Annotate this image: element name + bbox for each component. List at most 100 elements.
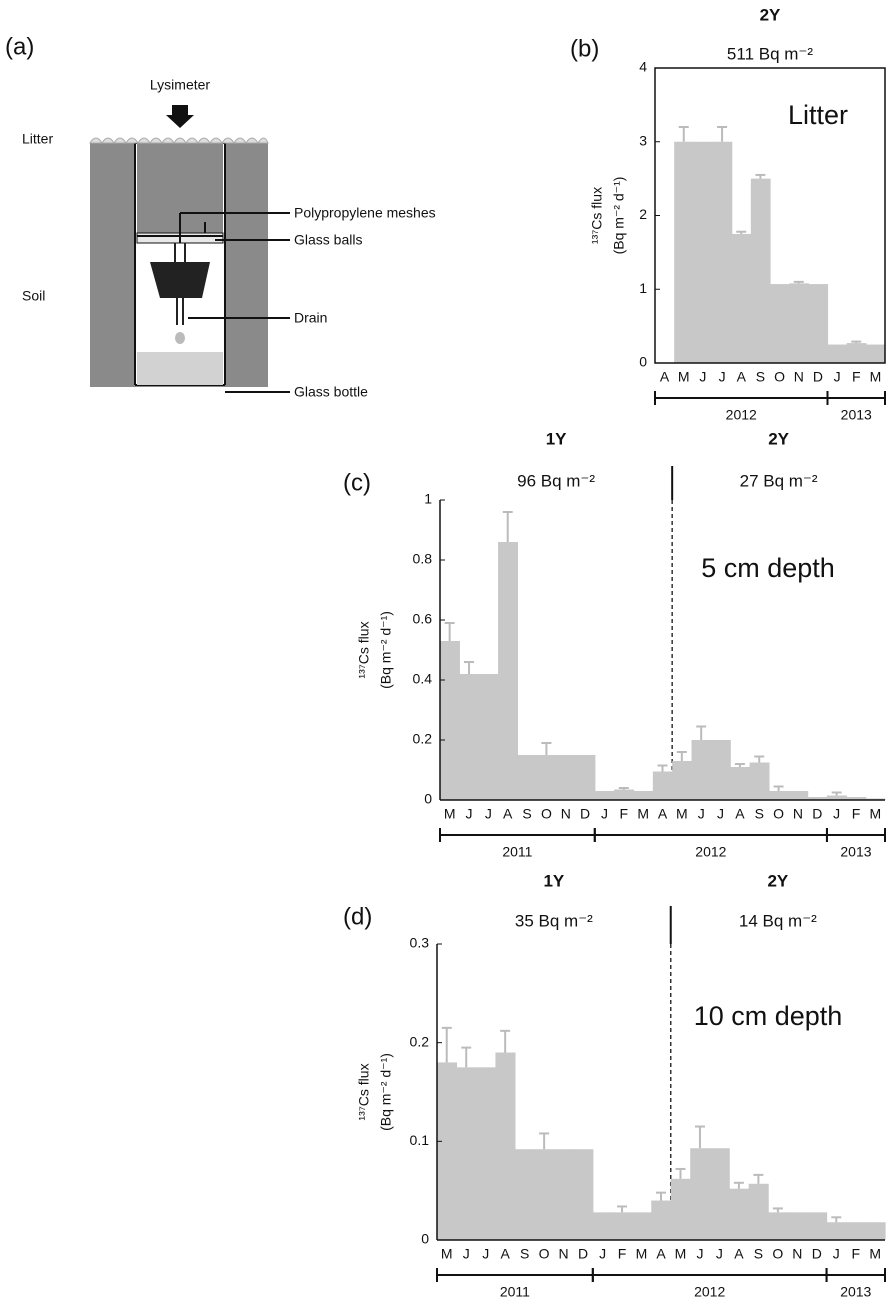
x-tick-label: N [559,1246,569,1262]
bar [827,344,848,363]
x-tick-label: M [869,1246,881,1262]
axes-frame [654,67,886,364]
y-tick-label: 4 [639,59,647,75]
year-label: 2013 [841,407,872,423]
period-subtitle: 27 Bq m⁻² [740,471,818,490]
bar [865,1222,886,1240]
error-bar [656,1191,666,1201]
error-bar [753,1173,764,1184]
annotation: 5 cm depth [701,553,835,583]
x-tick-label: S [755,806,764,822]
year-label: 2011 [502,844,532,860]
bar [770,284,790,363]
y-axis-label: ¹³⁷Cs flux [356,1063,372,1120]
error-bar [717,126,728,142]
bar [691,740,712,800]
error-bar [676,751,687,761]
x-tick-label: A [658,806,668,822]
error-bar [733,1181,744,1189]
x-tick-label: M [441,1246,453,1262]
bar [633,791,654,800]
bar [729,1188,750,1240]
x-tick-label: D [812,1246,822,1262]
error-bar [539,1132,550,1150]
period-title: 2Y [768,429,789,448]
bar [437,1062,458,1240]
bar [826,795,847,800]
bar [495,1052,516,1240]
x-tick-label: D [812,806,822,822]
x-tick-label: J [834,369,841,385]
period-subtitle: 96 Bq m⁻² [517,471,595,490]
error-bar [541,742,552,755]
bar [674,141,694,363]
year-label: 2013 [840,844,871,860]
bar [846,797,867,800]
x-tick-label: N [561,806,571,822]
bar [750,178,771,363]
bar [807,1212,828,1240]
x-tick-label: F [620,806,629,822]
bar [652,771,673,800]
bar [612,1212,633,1240]
x-tick-label: J [716,1246,723,1262]
panel-label: (c) [343,469,371,496]
y-tick-label: 0.2 [410,1033,430,1049]
soil-left [90,143,135,387]
error-bar [464,661,475,674]
label: Glass balls [294,232,362,248]
bar [789,283,809,363]
x-tick-label: D [578,1246,588,1262]
bar [556,755,577,800]
y-axis-label: (Bq m⁻² d⁻¹) [378,1053,394,1131]
error-bar [734,763,745,767]
error-bar [461,1046,472,1068]
x-tick-label: N [794,369,804,385]
x-tick-label: O [773,806,784,822]
error-bar [444,622,455,641]
label: Drain [294,310,327,326]
error-bar [696,725,707,740]
bar [865,344,886,363]
panel-label: (a) [5,33,34,60]
error-bar [773,785,784,791]
error-bar [675,1167,686,1179]
y-tick-label: 0.3 [410,935,430,951]
bar [592,1212,613,1240]
bar [807,797,828,800]
error-bar [755,173,766,179]
error-bar [502,511,513,542]
error-bar [618,787,629,790]
x-tick-label: J [696,1246,703,1262]
bar [614,789,635,800]
x-tick-label: J [833,1246,840,1262]
x-tick-label: A [737,369,747,385]
year-label: 2012 [726,407,757,423]
x-tick-label: J [482,1246,489,1262]
year-label: 2012 [694,1284,725,1300]
x-tick-label: M [870,369,882,385]
panel-label: (b) [570,35,599,62]
x-tick-label: M [444,806,456,822]
lysimeter-arrow [166,105,194,128]
bar [846,343,867,363]
error-bar [694,1125,705,1149]
x-tick-label: J [485,806,492,822]
bar [672,761,693,800]
x-tick-label: J [717,806,724,822]
funnel [150,262,210,298]
bar [731,233,752,363]
x-tick-label: J [699,369,706,385]
bar [670,1178,691,1240]
year-label: 2012 [695,844,726,860]
x-tick-label: A [660,369,670,385]
x-tick-label: D [580,806,590,822]
label: Glass bottle [294,384,368,400]
label: Soil [22,288,45,304]
bar [749,762,770,800]
x-tick-label: S [754,1246,763,1262]
x-tick-label: F [852,806,861,822]
x-tick-label: O [539,1246,550,1262]
x-tick-label: D [813,369,823,385]
